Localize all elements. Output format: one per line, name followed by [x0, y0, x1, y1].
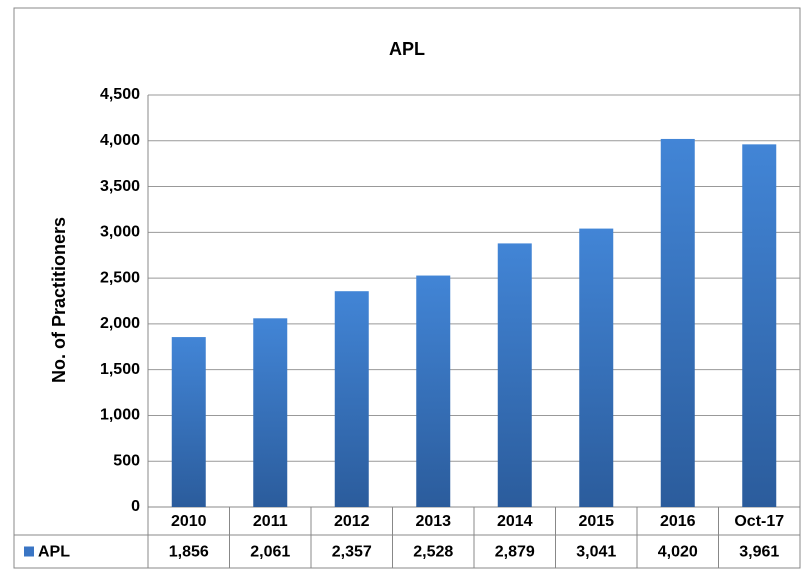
y-tick-label: 2,000 [100, 315, 140, 332]
bar [742, 144, 777, 507]
chart-title: APL [389, 39, 425, 59]
legend-swatch [24, 546, 34, 557]
data-table-value: 3,041 [576, 544, 616, 561]
y-tick-label: 3,000 [100, 224, 140, 241]
x-tick-label: 2010 [171, 513, 207, 530]
data-table-value: 1,856 [169, 544, 209, 561]
bar [416, 275, 451, 507]
y-tick-label: 500 [113, 452, 140, 469]
data-table-value: 3,961 [739, 544, 779, 561]
x-tick-label: 2011 [253, 513, 288, 530]
x-tick-label: 2014 [497, 513, 533, 530]
y-tick-label: 3,500 [100, 178, 140, 195]
bar [334, 291, 369, 507]
bar [253, 318, 288, 507]
y-tick-label: 2,500 [100, 269, 140, 286]
bar [579, 228, 614, 507]
y-axis-label: No. of Practitioners [49, 217, 69, 383]
data-table-value: 2,061 [250, 544, 290, 561]
y-tick-label: 4,500 [100, 86, 140, 103]
x-tick-label: 2016 [660, 513, 696, 530]
x-tick-label: 2015 [578, 513, 614, 530]
data-table-value: 2,357 [332, 544, 372, 561]
legend-label: APL [38, 544, 70, 561]
data-table-value: 4,020 [658, 544, 698, 561]
x-tick-label: 2013 [415, 513, 451, 530]
bar [171, 337, 206, 507]
y-tick-label: 1,500 [100, 361, 140, 378]
data-table-value: 2,879 [495, 544, 535, 561]
data-table-value: 2,528 [413, 544, 453, 561]
x-tick-label: 2012 [334, 513, 370, 530]
x-tick-label: Oct-17 [734, 513, 784, 530]
bar [497, 243, 532, 507]
y-tick-label: 4,000 [100, 132, 140, 149]
bar [660, 138, 695, 508]
y-tick-label: 0 [131, 498, 140, 515]
y-tick-label: 1,000 [100, 407, 140, 424]
